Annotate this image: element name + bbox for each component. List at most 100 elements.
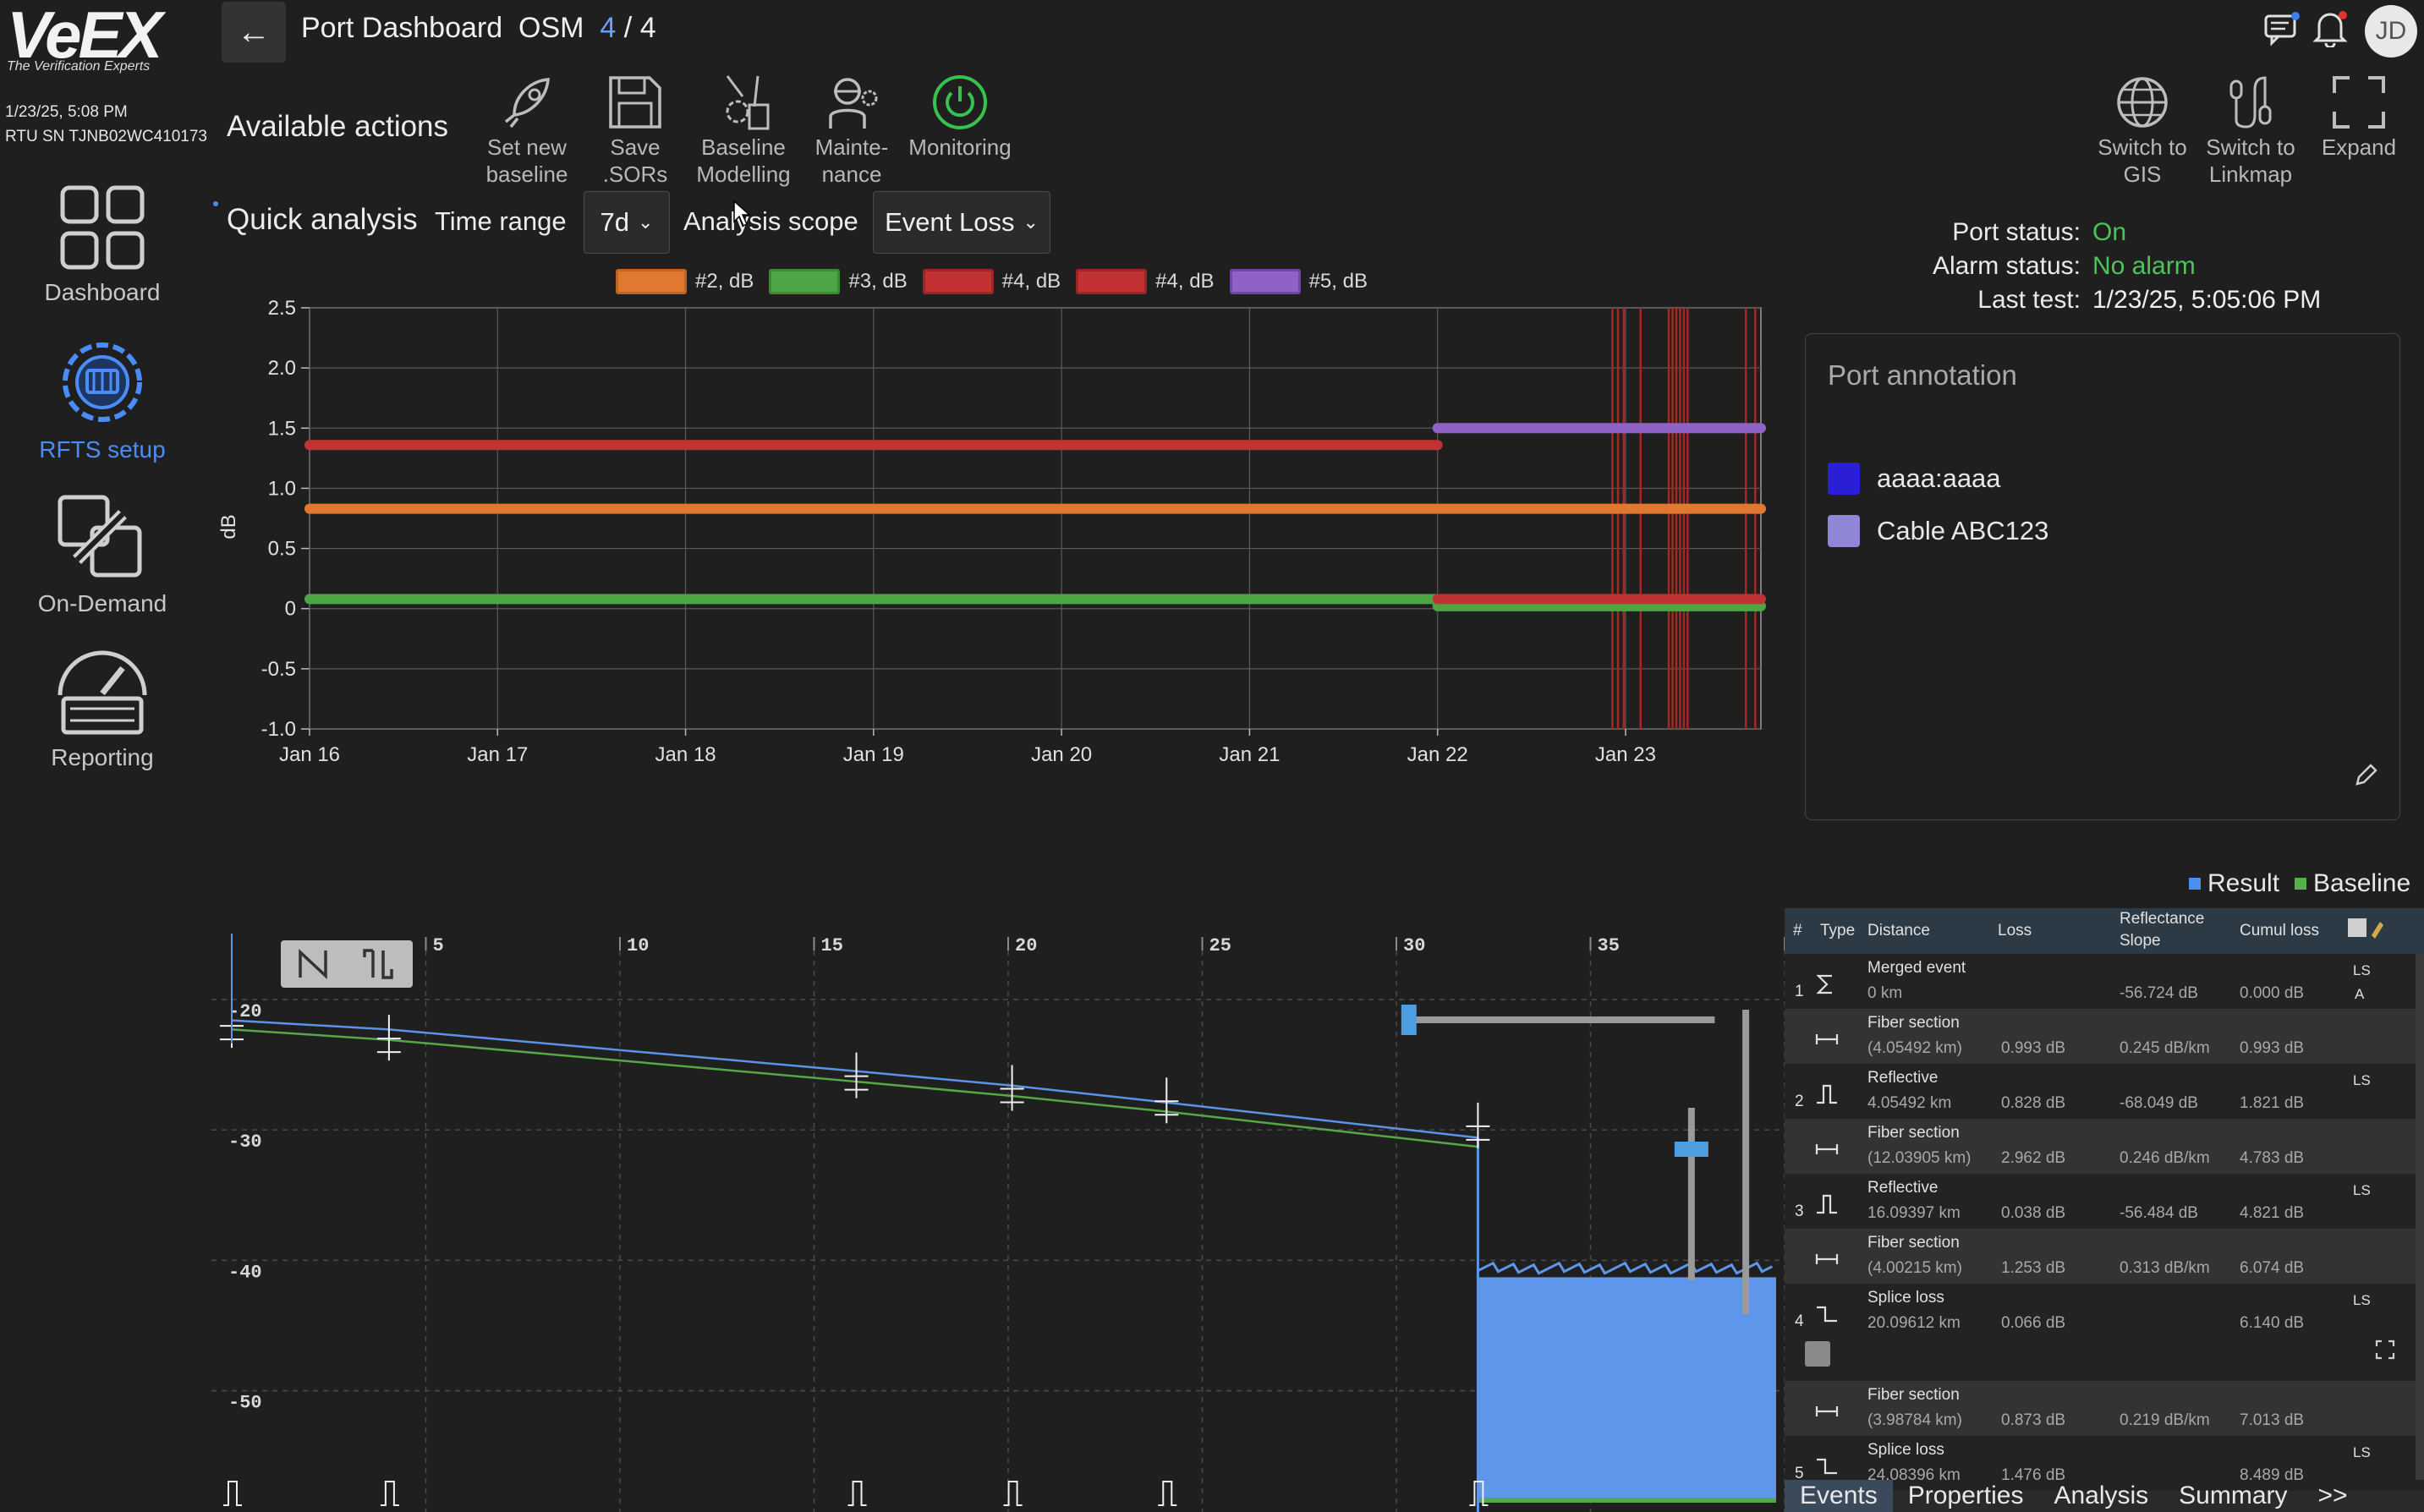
tab-analysis[interactable]: Analysis <box>2054 1482 2149 1509</box>
nav-on-demand[interactable]: On-Demand <box>8 489 196 617</box>
table-row[interactable]: Fiber section (4.05492 km) 0.993 dB 0.245 d… <box>1785 1009 2424 1064</box>
edit-pencil-icon[interactable] <box>2354 762 2379 787</box>
event-tabs: Events Properties Analysis Summary >> <box>1785 1480 2424 1512</box>
last-test-value: 1/23/25, 5:05:06 PM <box>2092 286 2322 314</box>
legend-item[interactable]: #4, dB <box>922 269 1061 294</box>
y-tick-label: -50 <box>228 1393 262 1414</box>
chevron-down-icon: ⌄ <box>1023 211 1039 233</box>
x-tick-label: 35 <box>1598 935 1620 956</box>
table-row[interactable]: Fiber section (12.03905 km) 2.962 dB 0.246 … <box>1785 1119 2424 1174</box>
y-tick-label: 1.5 <box>268 417 296 440</box>
baseline-legend: Baseline <box>2295 869 2410 898</box>
baseline-modelling-l1: Baseline <box>701 134 786 160</box>
y-tick-label: 1.0 <box>268 477 296 500</box>
legend-swatch <box>922 269 994 294</box>
col-distance: Distance <box>1867 922 1930 940</box>
event-marker <box>1154 1077 1179 1124</box>
event-flag: LS <box>2353 962 2371 978</box>
legend-swatch <box>616 269 687 294</box>
fiber-section-icon <box>1815 1034 1839 1044</box>
legend-item[interactable]: #4, dB <box>1076 269 1215 294</box>
v-zoom-handle <box>1674 1142 1708 1157</box>
x-tick-label: Jan 16 <box>279 743 340 766</box>
table-row[interactable]: 4 Splice loss 20.09612 km 0.066 dB 6.140 dB L… <box>1785 1284 2424 1381</box>
time-range-label: Time range <box>435 206 567 236</box>
otdr-trace-chart[interactable]: 510152025303540-20-30-40-50 <box>211 908 1785 1512</box>
col-reflectance: Reflectance <box>2120 910 2205 928</box>
noise-floor <box>1478 1277 1776 1502</box>
save-sors-button[interactable]: Save .SORs <box>580 73 690 188</box>
switch-to-gis-button[interactable]: Switch to GIS <box>2087 73 2197 188</box>
legend-item[interactable]: #5, dB <box>1229 269 1368 294</box>
row-checkbox[interactable] <box>1805 1341 1830 1367</box>
back-button[interactable]: ← <box>222 2 286 63</box>
maintenance-button[interactable]: Mainte- nance <box>797 73 907 188</box>
trace-fit-icon[interactable] <box>361 947 398 981</box>
event-reflectance: -68.049 dB <box>2120 1094 2198 1112</box>
legend-item[interactable]: #3, dB <box>769 269 908 294</box>
event-loss: 2.962 dB <box>2001 1149 2066 1167</box>
table-row[interactable]: Fiber section (4.00215 km) 1.253 dB 0.313 d… <box>1785 1229 2424 1284</box>
table-row[interactable]: 1 Merged event 0 km -56.724 dB 0.000 dB LS A <box>1785 954 2424 1009</box>
switch-to-linkmap-button[interactable]: Switch to Linkmap <box>2196 73 2306 188</box>
result-legend-label: Result <box>2207 869 2280 897</box>
legend-label: #3, dB <box>848 270 908 293</box>
event-reflectance: 0.313 dB/km <box>2120 1259 2210 1277</box>
trace-legend: Result Baseline <box>2189 869 2410 898</box>
tab-events[interactable]: Events <box>1785 1480 1893 1512</box>
annotation-item[interactable]: Cable ABC123 <box>1828 515 2048 547</box>
bell-icon <box>2312 11 2348 49</box>
notifications-button[interactable] <box>2312 8 2350 49</box>
tab-summary[interactable]: Summary <box>2179 1482 2288 1509</box>
table-row[interactable]: Fiber section (3.98784 km) 0.873 dB 0.219 d… <box>1785 1381 2424 1436</box>
status-labels: Port status: Alarm status: Last test: <box>1861 218 2081 320</box>
rocket-icon <box>504 78 550 129</box>
set-new-baseline-l1: Set new <box>487 134 567 160</box>
event-flag: LS <box>2353 1292 2371 1308</box>
nav-reporting[interactable]: Reporting <box>8 643 196 771</box>
monitoring-button[interactable]: Monitoring <box>905 73 1015 161</box>
legend-item[interactable]: #2, dB <box>616 269 754 294</box>
table-row[interactable]: 3 Reflective 16.09397 km 0.038 dB -56.484 dB… <box>1785 1174 2424 1229</box>
time-range-select[interactable]: 7d ⌄ <box>584 191 670 254</box>
event-cumul-loss: 8.489 dB <box>2240 1466 2305 1484</box>
nav-rfts-setup[interactable]: RFTS setup <box>8 333 196 463</box>
messages-button[interactable] <box>2263 12 2301 47</box>
h-zoom-handle <box>1401 1005 1417 1035</box>
legend-swatch <box>769 269 841 294</box>
baseline-modelling-button[interactable]: Baseline Modelling <box>688 73 798 188</box>
save-sors-l1: Save <box>610 134 661 160</box>
time-range-value: 7d <box>600 207 630 237</box>
avatar-initials: JD <box>2375 17 2407 45</box>
tab-properties[interactable]: Properties <box>1907 1482 2024 1509</box>
y-tick-label: -20 <box>228 1001 262 1022</box>
table-scrollbar[interactable] <box>2416 954 2424 1480</box>
table-row[interactable]: 5 Splice loss 24.08396 km 1.476 dB 8.489 dB L… <box>1785 1436 2424 1491</box>
set-new-baseline-button[interactable]: Set new baseline <box>472 73 582 188</box>
event-type: Fiber section <box>1867 1234 1960 1252</box>
event-marker <box>1466 1102 1490 1148</box>
trace-line <box>231 1028 1478 1148</box>
x-tick-label: Jan 19 <box>843 743 904 766</box>
legend-label: #4, dB <box>1001 270 1061 293</box>
col-type: Type <box>1820 922 1856 940</box>
nav-dashboard[interactable]: Dashboard <box>8 181 196 306</box>
event-distance: 16.09397 km <box>1867 1204 1961 1222</box>
analysis-scope-select[interactable]: Event Loss ⌄ <box>873 191 1050 254</box>
result-swatch <box>2189 878 2201 890</box>
user-avatar[interactable]: JD <box>2365 5 2417 58</box>
event-loss: 0.038 dB <box>2001 1204 2066 1222</box>
maintenance-l1: Mainte- <box>814 134 889 160</box>
trace-zoom-icon[interactable] <box>295 947 332 981</box>
expand-row-icon[interactable] <box>2373 1338 2397 1361</box>
y-tick-label: 0 <box>285 598 296 621</box>
annotation-item[interactable]: aaaa:aaaa <box>1828 463 2001 495</box>
linkmap-icon <box>2229 76 2272 129</box>
expand-button[interactable]: Expand <box>2304 73 2414 161</box>
plot-area <box>309 307 1762 730</box>
table-settings-icon[interactable] <box>2346 917 2387 940</box>
nav-dashboard-label: Dashboard <box>44 279 161 305</box>
tab-more[interactable]: >> <box>2317 1482 2348 1509</box>
table-row[interactable]: 2 Reflective 4.05492 km 0.828 dB -68.049 dB 1… <box>1785 1064 2424 1119</box>
